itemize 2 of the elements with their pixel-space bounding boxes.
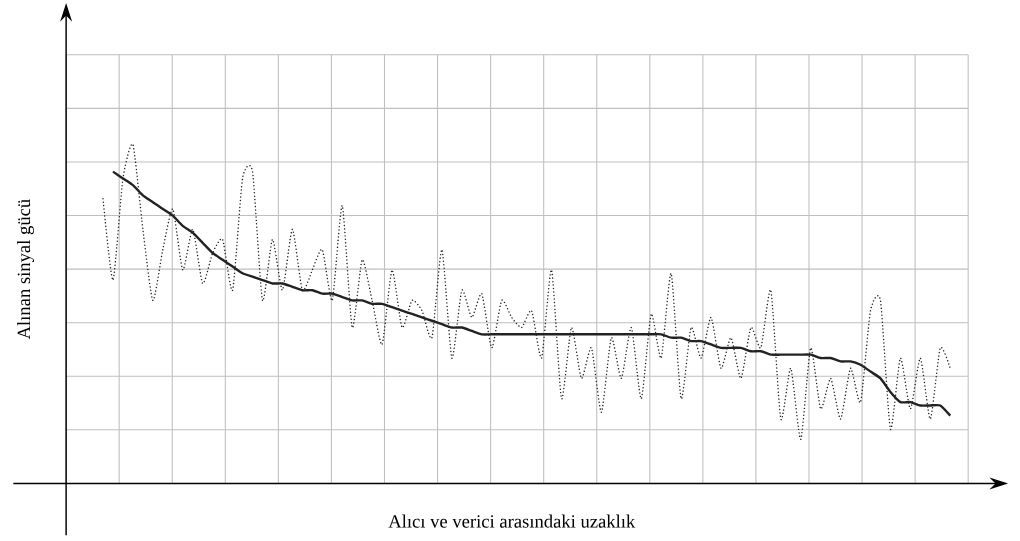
- y-axis-title: Alınan sinyal gücü: [17, 199, 34, 340]
- x-axis-title: Alıcı ve verici arasındaki uzaklık: [388, 514, 636, 528]
